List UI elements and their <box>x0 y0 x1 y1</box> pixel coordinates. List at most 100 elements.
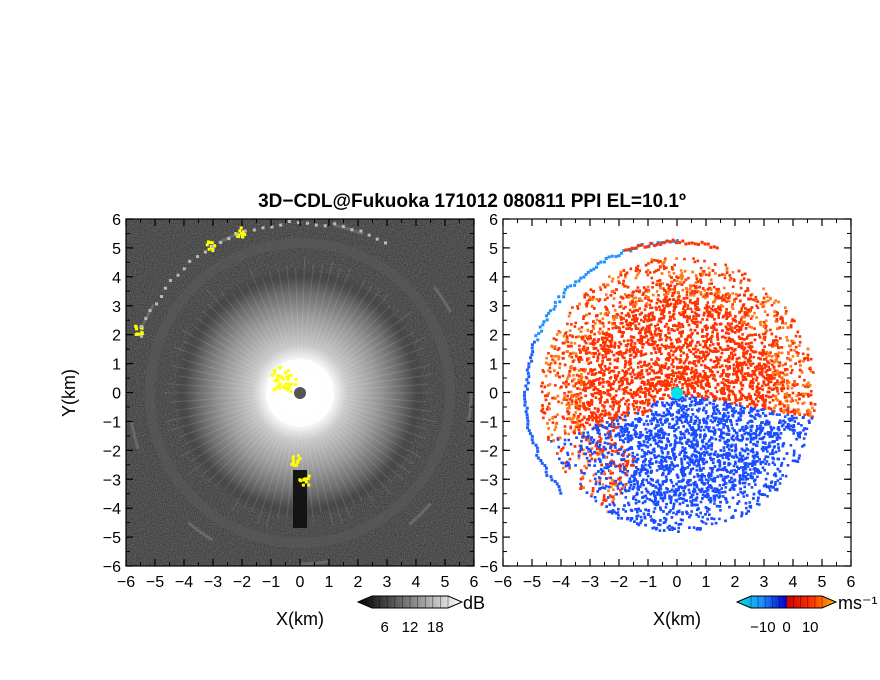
velocity-pixel <box>693 387 697 390</box>
velocity-pixel <box>602 344 606 348</box>
velocity-pixel <box>586 400 590 404</box>
velocity-pixel <box>690 369 693 372</box>
intensity-ray <box>319 395 432 412</box>
intensity-ray <box>304 412 334 526</box>
velocity-pixel <box>710 340 713 344</box>
intensity-ray <box>186 404 285 476</box>
velocity-pixel <box>661 460 664 463</box>
velocity-pixel <box>660 436 663 440</box>
velocity-pixel <box>638 299 641 302</box>
velocity-pixel <box>614 446 617 449</box>
velocity-pixel <box>744 290 747 293</box>
velocity-pixel <box>761 412 765 415</box>
velocity-pixel <box>601 409 604 413</box>
yellow-pixel <box>286 376 290 380</box>
velocity-pixel <box>697 340 700 344</box>
velocity-pixel <box>641 410 644 413</box>
velocity-pixel <box>667 284 671 288</box>
velocity-pixel <box>582 452 586 456</box>
velocity-pixel <box>707 367 711 370</box>
edge-echo-pixel <box>160 295 164 299</box>
velocity-pixel <box>682 433 686 436</box>
velocity-pixel <box>732 464 736 468</box>
velocity-pixel <box>624 314 628 317</box>
velocity-pixel <box>649 319 652 322</box>
velocity-pixel <box>687 367 690 371</box>
velocity-pixel <box>794 334 798 338</box>
velocity-pixel <box>556 348 560 352</box>
velocity-pixel <box>734 378 738 382</box>
velocity-pixel <box>656 283 660 287</box>
velocity-pixel <box>589 411 593 414</box>
velocity-pixel <box>773 406 776 410</box>
edge-echo-pixel <box>243 229 247 233</box>
velocity-pixel <box>632 405 635 408</box>
velocity-pixel <box>774 299 777 302</box>
velocity-pixel <box>693 475 696 479</box>
velocity-pixel <box>606 338 609 342</box>
yellow-pixel <box>273 369 277 373</box>
velocity-pixel <box>612 403 616 406</box>
velocity-pixel <box>568 311 572 315</box>
velocity-pixel <box>753 311 756 315</box>
velocity-pixel <box>602 494 606 497</box>
velocity-pixel <box>692 314 695 318</box>
yellow-pixel <box>207 247 211 251</box>
intensity-xtick-label: −1 <box>262 574 280 591</box>
velocity-pixel <box>625 327 628 330</box>
velocity-pixel <box>671 386 674 390</box>
intensity-ray <box>223 408 289 491</box>
velocity-pixel <box>622 508 625 511</box>
velocity-pixel <box>749 355 752 358</box>
velocity-pixel <box>709 496 712 500</box>
yellow-pixel <box>295 463 299 467</box>
velocity-pixel <box>653 371 656 375</box>
velocity-pixel <box>686 365 689 369</box>
yellow-pixel <box>279 375 283 379</box>
velocity-pixel <box>664 419 667 422</box>
velocity-pixel <box>702 339 705 343</box>
velocity-pixel <box>656 503 660 506</box>
velocity-pixel <box>569 334 572 337</box>
velocity-pixel <box>759 323 763 327</box>
velocity-pixel <box>680 457 683 461</box>
intensity-ray <box>201 310 286 381</box>
velocity-pixel <box>748 279 752 282</box>
velocity-pixel <box>633 345 636 349</box>
velocity-pixel <box>780 461 784 465</box>
velocity-pixel <box>650 365 653 369</box>
velocity-pixel <box>723 412 726 415</box>
velocity-pixel <box>768 343 771 347</box>
velocity-pixel <box>580 418 584 422</box>
velocity-pixel <box>727 448 731 451</box>
velocity-pixel <box>696 259 700 263</box>
velocity-pixel <box>704 342 707 345</box>
velocity-pixel <box>570 400 574 404</box>
velocity-pixel <box>740 514 743 518</box>
velocity-pixel <box>731 339 734 342</box>
velocity-pixel <box>700 476 703 480</box>
edge-echo-pixel <box>323 224 327 228</box>
velocity-pixel <box>553 347 557 350</box>
velocity-pixel <box>730 326 733 329</box>
velocity-pixel <box>736 294 740 297</box>
velocity-pixel <box>679 313 683 317</box>
velocity-pixel <box>567 390 571 394</box>
velocity-pixel <box>577 335 580 338</box>
velocity-pixel <box>648 408 652 412</box>
velocity-pixel <box>689 298 692 302</box>
velocity-pixel <box>694 344 698 348</box>
yellow-pixel <box>292 462 296 466</box>
velocity-pixel <box>696 323 699 327</box>
velocity-pixel <box>719 509 722 512</box>
velocity-pixel <box>716 423 719 427</box>
velocity-pixel <box>732 456 736 459</box>
velocity-pixel <box>721 381 725 385</box>
velocity-pixel <box>713 293 717 297</box>
velocity-pixel <box>644 297 647 300</box>
velocity-pixel <box>677 487 680 490</box>
velocity-pixel <box>713 490 716 493</box>
velocity-pixel <box>602 340 605 343</box>
velocity-pixel <box>750 406 753 410</box>
velocity-pixel <box>760 408 763 411</box>
